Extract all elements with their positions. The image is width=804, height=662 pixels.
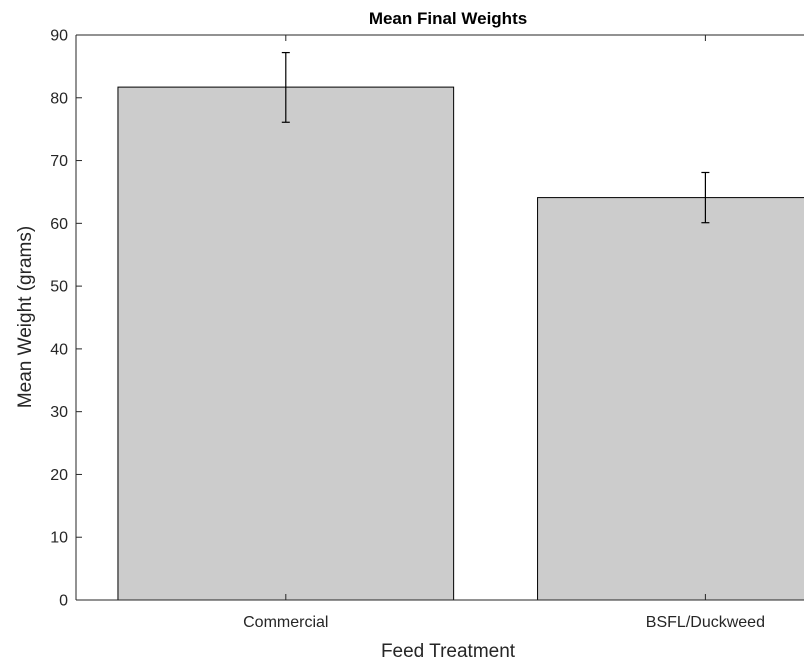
x-tick-label-1: BSFL/Duckweed — [646, 614, 765, 631]
y-tick-label-7: 70 — [50, 153, 68, 170]
x-axis-label: Feed Treatment — [381, 641, 516, 662]
y-tick-label-2: 20 — [50, 467, 68, 484]
y-tick-label-8: 80 — [50, 90, 68, 107]
y-tick-label-0: 0 — [59, 593, 68, 610]
y-tick-label-3: 30 — [50, 404, 68, 421]
y-axis-label: Mean Weight (grams) — [15, 226, 36, 408]
y-tick-label-9: 90 — [50, 28, 68, 45]
bar-1 — [537, 197, 804, 601]
y-tick-label-1: 10 — [50, 530, 68, 547]
chart-title: Mean Final Weights — [369, 9, 527, 28]
error-bar-0 — [281, 51, 290, 123]
y-tick-label-5: 50 — [50, 279, 68, 296]
error-bar-1 — [701, 171, 710, 224]
bar-0 — [117, 86, 455, 601]
y-tick-label-6: 60 — [50, 216, 68, 233]
x-tick-label-0: Commercial — [243, 614, 328, 631]
y-tick-label-4: 40 — [50, 341, 68, 358]
plot-area: 0 10 20 30 40 50 60 70 80 90 Commercial BSFL/Duckwe… — [50, 28, 804, 631]
